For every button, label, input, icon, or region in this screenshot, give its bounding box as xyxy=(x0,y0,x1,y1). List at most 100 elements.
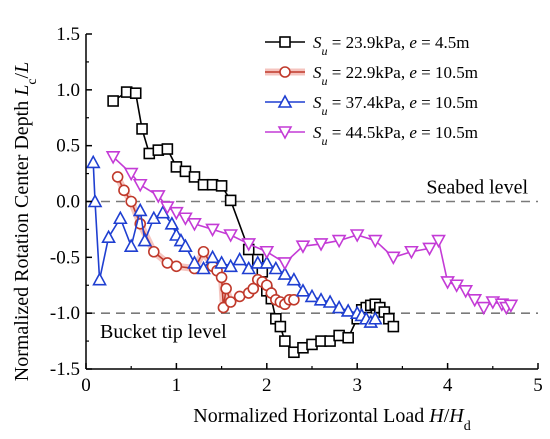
legend-label: Su = 44.5kPa, e = 10.5m xyxy=(313,123,478,148)
x-axis-title: Normalized Horizontal Load H/Hd xyxy=(193,405,471,434)
data-point xyxy=(386,251,401,266)
data-point xyxy=(503,299,519,314)
y-tick-label: 1.0 xyxy=(56,80,80,101)
data-point xyxy=(277,257,293,271)
data-point xyxy=(223,229,238,243)
data-point xyxy=(224,296,237,308)
data-point xyxy=(123,167,139,182)
data-point xyxy=(107,95,119,107)
legend-item-2: Su = 37.4kPa, e = 10.5m xyxy=(265,93,478,118)
data-point xyxy=(188,171,201,183)
data-point xyxy=(277,126,293,140)
data-point xyxy=(215,271,228,284)
data-point xyxy=(187,255,202,269)
y-tick-label: -1.5 xyxy=(50,359,80,380)
data-point xyxy=(132,202,148,217)
data-point xyxy=(92,271,107,286)
data-point xyxy=(223,258,238,273)
x-tick-label: 5 xyxy=(533,375,543,396)
data-point xyxy=(161,143,174,155)
series-1 xyxy=(111,171,300,314)
y-tick-label: 0.0 xyxy=(56,192,80,213)
data-point xyxy=(129,87,142,99)
data-point xyxy=(277,266,293,280)
y-tick-label: -0.5 xyxy=(50,247,80,268)
data-point xyxy=(241,238,257,252)
data-point xyxy=(313,292,329,306)
data-point xyxy=(224,194,237,207)
data-point xyxy=(279,36,291,48)
data-point xyxy=(220,282,232,295)
data-point xyxy=(125,195,137,208)
data-point xyxy=(340,303,356,317)
data-point xyxy=(105,151,121,165)
data-point xyxy=(277,94,293,108)
data-point xyxy=(155,204,171,219)
data-point xyxy=(150,190,166,204)
data-point xyxy=(178,238,193,252)
legend-item-3: Su = 44.5kPa, e = 10.5m xyxy=(265,123,478,148)
data-point xyxy=(331,299,347,314)
data-point xyxy=(250,255,266,269)
annotation-seabed: Seabed level xyxy=(426,177,528,199)
series-2 xyxy=(85,154,383,328)
annotation-bucket-tip: Bucket tip level xyxy=(100,321,227,343)
data-point xyxy=(196,260,211,275)
y-tick-label: 1.5 xyxy=(56,24,80,45)
data-point xyxy=(349,229,365,243)
data-point xyxy=(132,178,148,193)
data-point xyxy=(113,210,128,225)
data-point xyxy=(197,245,210,258)
data-point xyxy=(295,283,311,297)
data-point xyxy=(205,249,220,264)
data-point xyxy=(331,234,347,249)
data-point xyxy=(85,154,101,169)
data-point xyxy=(187,218,202,232)
data-point xyxy=(476,301,492,316)
data-point xyxy=(322,294,338,308)
legend-label: Su = 23.9kPa, e = 4.5m xyxy=(313,33,469,58)
data-point xyxy=(137,232,153,247)
data-point xyxy=(123,238,139,252)
data-point xyxy=(87,193,103,208)
data-point xyxy=(387,320,400,333)
x-tick-label: 0 xyxy=(81,375,91,396)
data-point xyxy=(295,240,311,254)
data-point xyxy=(274,320,287,333)
data-point xyxy=(279,335,291,347)
data-point xyxy=(164,216,180,230)
data-point xyxy=(259,255,275,269)
data-point xyxy=(404,245,419,260)
data-point xyxy=(247,282,260,295)
data-point xyxy=(342,331,354,344)
legend-label: Su = 22.9kPa, e = 10.5m xyxy=(313,63,478,88)
data-point xyxy=(304,288,320,303)
data-point xyxy=(467,293,483,308)
data-point xyxy=(148,245,160,258)
data-point xyxy=(367,234,383,249)
data-point xyxy=(101,229,116,244)
legend-item-1: Su = 22.9kPa, e = 10.5m xyxy=(265,63,478,88)
data-point xyxy=(111,171,124,183)
series-3 xyxy=(105,151,519,316)
y-axis-title: Normalized Rotation Center Depth Lc/L xyxy=(11,62,40,382)
data-point xyxy=(422,242,437,257)
x-tick-label: 3 xyxy=(352,375,362,396)
data-point xyxy=(268,260,284,275)
data-point xyxy=(313,238,329,252)
data-point xyxy=(286,271,302,286)
x-tick-label: 2 xyxy=(262,375,272,396)
legend-label: Su = 37.4kPa, e = 10.5m xyxy=(313,93,478,118)
data-point xyxy=(279,66,291,78)
y-tick-label: -1.0 xyxy=(50,303,80,324)
series-0 xyxy=(107,86,400,359)
data-point xyxy=(214,255,229,269)
data-point xyxy=(367,311,383,325)
data-point xyxy=(232,251,248,266)
data-point xyxy=(431,234,446,249)
data-point xyxy=(170,260,183,273)
data-point xyxy=(118,184,130,197)
data-point xyxy=(136,123,148,135)
data-point xyxy=(458,285,474,299)
